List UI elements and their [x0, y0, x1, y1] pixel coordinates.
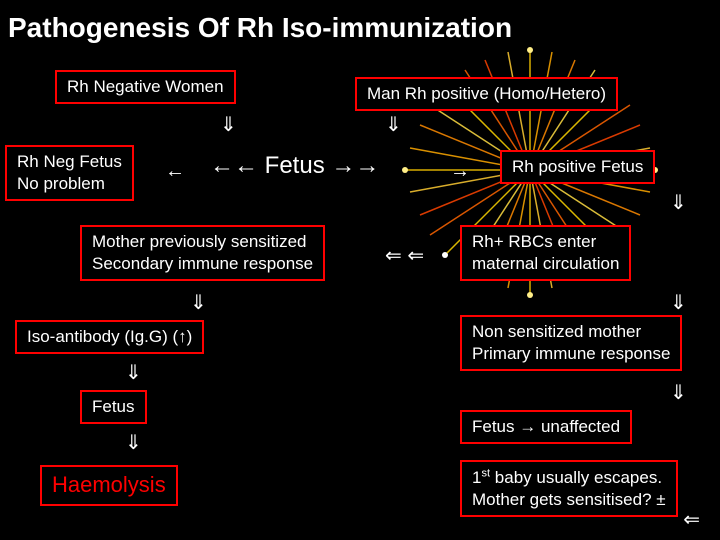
arrow-down-icon: ⇓ [190, 290, 207, 315]
arrow-right-icon: → [450, 160, 470, 183]
arrow-down-icon: ⇓ [670, 290, 687, 315]
arrow-down-icon: ⇓ [125, 430, 142, 455]
box-first-baby: 1st baby usually escapes. Mother gets se… [460, 460, 678, 517]
text-line: Rh+ RBCs enter [472, 232, 596, 251]
text-line: Non sensitized mother [472, 322, 641, 341]
arrow-left-left-icon: ⇐ ⇐ [385, 243, 424, 268]
slide-title: Pathogenesis Of Rh Iso-immunization [8, 12, 512, 44]
box-rh-pos-fetus: Rh positive Fetus [500, 150, 655, 184]
arrow-left-icon: ⇐ [683, 507, 700, 532]
fetus-center-label: ←← Fetus →→ [210, 152, 379, 180]
box-rh-neg-fetus: Rh Neg Fetus No problem [5, 145, 134, 201]
box-mother-prev-sensitized: Mother previously sensitized Secondary i… [80, 225, 325, 281]
box-non-sensitized: Non sensitized mother Primary immune res… [460, 315, 682, 371]
text-line: Secondary immune response [92, 254, 313, 273]
box-iso-antibody: Iso-antibody (Ig.G) (↑) [15, 320, 204, 354]
arrow-down-icon: ⇓ [385, 112, 402, 137]
arrow-down-icon: ⇓ [670, 380, 687, 405]
text-line: maternal circulation [472, 254, 619, 273]
box-fetus: Fetus [80, 390, 147, 424]
arrow-down-icon: ⇓ [125, 360, 142, 385]
arrow-left-icon: ← [165, 160, 185, 183]
text-line: Mother gets sensitised? ± [472, 490, 666, 509]
box-man-rh-pos: Man Rh positive (Homo/Hetero) [355, 77, 618, 111]
arrow-down-icon: ⇓ [220, 112, 237, 137]
box-fetus-unaffected: Fetus → unaffected [460, 410, 632, 444]
text-line: 1st baby usually escapes. [472, 468, 662, 487]
box-haemolysis: Haemolysis [40, 465, 178, 506]
text-line: Rh Neg Fetus [17, 152, 122, 171]
box-rh-neg-women: Rh Negative Women [55, 70, 236, 104]
text-line: Mother previously sensitized [92, 232, 306, 251]
box-rbc-enter: Rh+ RBCs enter maternal circulation [460, 225, 631, 281]
text-line: Primary immune response [472, 344, 670, 363]
arrow-down-icon: ⇓ [670, 190, 687, 215]
text-line: No problem [17, 174, 105, 193]
